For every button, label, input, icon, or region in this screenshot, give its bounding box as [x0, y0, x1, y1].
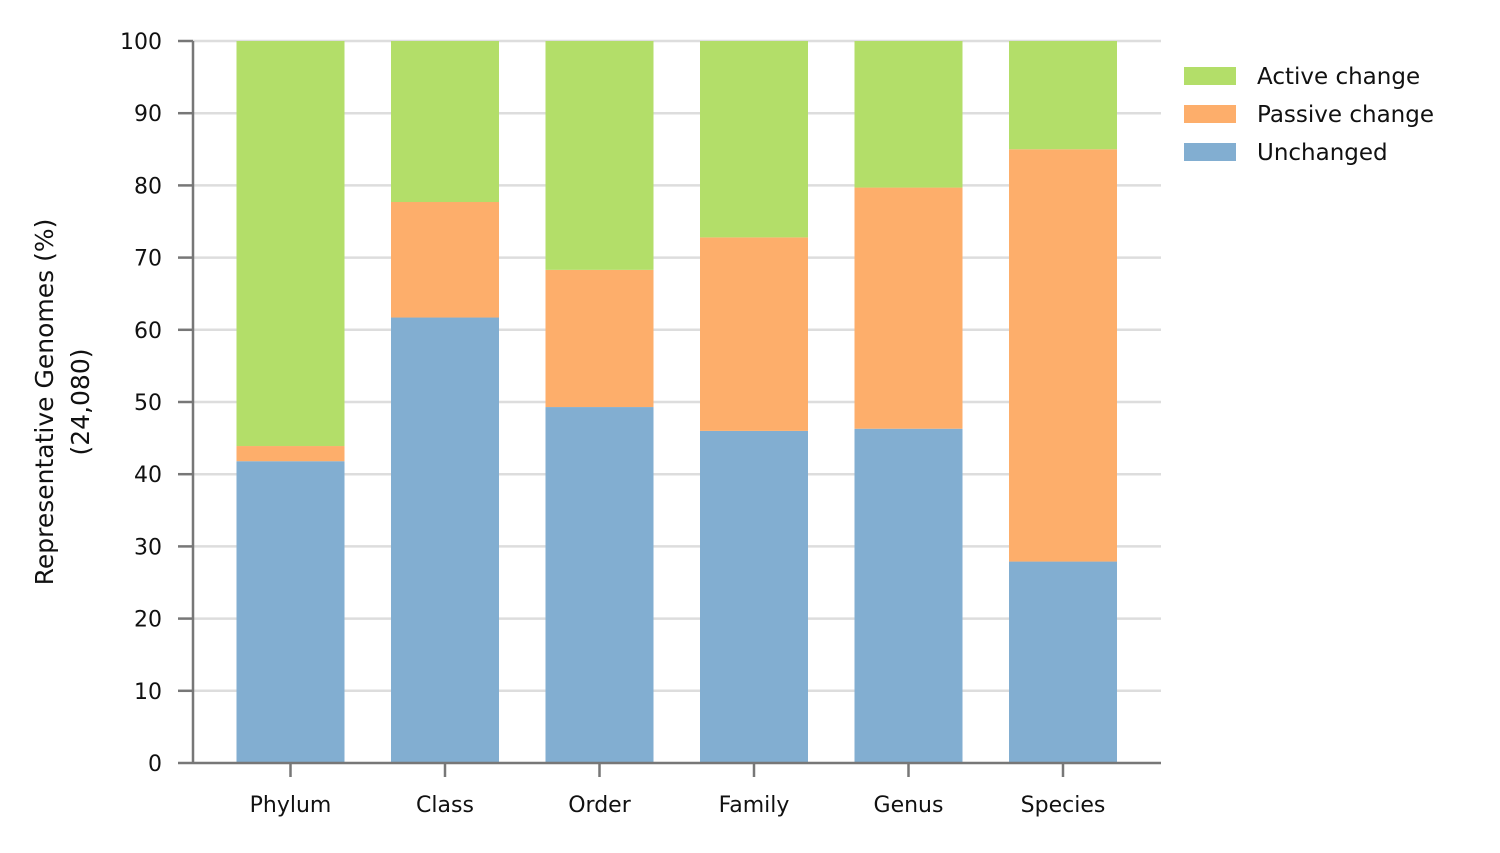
legend-label: Active change: [1257, 64, 1420, 90]
bar-segment-unchanged: [545, 407, 654, 763]
x-tick-label: Phylum: [250, 793, 332, 818]
y-tick-labels: 0 10 20 30 40 50 60 70 80 90 100: [120, 30, 162, 777]
bar-segment-active-change: [700, 41, 808, 238]
y-tick-label: 70: [134, 247, 162, 272]
x-tick-labels: Phylum Class Order Family Genus Species: [250, 793, 1106, 818]
x-tick-label: Order: [568, 793, 631, 818]
y-tick-label: 90: [134, 102, 162, 127]
x-tick-label: Family: [719, 793, 790, 818]
bar-segment-active-change: [545, 41, 654, 270]
y-axis-label-count: (24,080): [66, 349, 95, 456]
y-tick-label: 60: [134, 319, 162, 344]
legend-label: Unchanged: [1257, 140, 1388, 166]
y-tick-label: 0: [148, 752, 162, 777]
y-tick-label: 20: [134, 608, 162, 633]
bar-segment-unchanged: [854, 428, 963, 763]
legend: Active change Passive change Unchanged: [1184, 64, 1434, 166]
legend-swatch: [1184, 143, 1236, 161]
bar-segment-active-change: [1009, 41, 1117, 150]
bar-segment-unchanged: [1009, 561, 1117, 763]
bar-segment-passive-change: [236, 446, 345, 462]
y-axis-label: Representative Genomes (%): [30, 219, 59, 586]
legend-label: Passive change: [1257, 102, 1434, 128]
bar-segment-active-change: [391, 41, 499, 203]
bar-segment-passive-change: [700, 237, 808, 431]
bar-segment-passive-change: [545, 269, 654, 408]
y-tick-label: 10: [134, 680, 162, 705]
y-tick-label: 40: [134, 463, 162, 488]
bar-segment-passive-change: [391, 202, 499, 318]
y-tick-label: 30: [134, 535, 162, 560]
bar-segment-passive-change: [1009, 149, 1117, 562]
y-tick-label: 50: [134, 391, 162, 416]
bar-segment-active-change: [236, 41, 345, 447]
y-tick-label: 100: [120, 30, 162, 55]
legend-swatch: [1184, 67, 1236, 85]
bar-segment-passive-change: [854, 187, 963, 429]
grid-layer: [193, 39, 1161, 693]
y-tick-label: 80: [134, 174, 162, 199]
x-tick-label: Genus: [874, 793, 944, 818]
bars-layer: [236, 41, 1117, 763]
x-tick-label: Species: [1021, 793, 1106, 818]
bar-segment-active-change: [854, 41, 963, 188]
bar-segment-unchanged: [236, 461, 345, 763]
bar-segment-unchanged: [700, 430, 808, 763]
axes-layer: [178, 39, 1161, 777]
bar-segment-unchanged: [391, 317, 499, 763]
x-tick-label: Class: [416, 793, 474, 818]
legend-swatch: [1184, 105, 1236, 123]
